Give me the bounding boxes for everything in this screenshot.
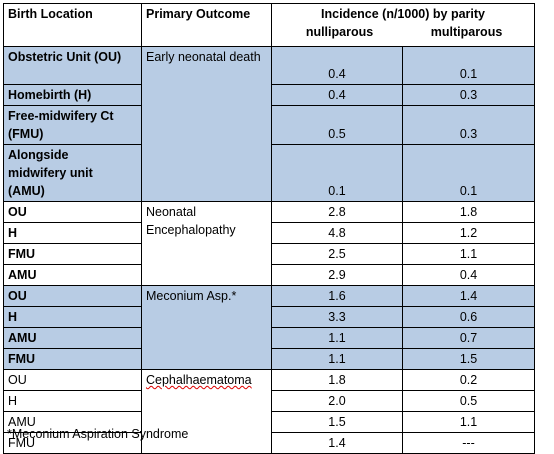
multiparous-cell: --- <box>401 432 536 454</box>
table-row: AMU 2.9 0.4 <box>3 264 536 286</box>
multiparous-cell: 0.6 <box>401 306 536 328</box>
location-text: Alongside midwifery unit (AMU) <box>8 148 93 198</box>
header-sub-label: multiparous <box>430 25 503 39</box>
location-text: Obstetric Unit (OU) <box>8 50 122 64</box>
multiparous-cell: 0.3 <box>401 84 536 106</box>
location-text: AMU <box>8 268 37 282</box>
table-row: OU Cephalhaematoma 1.8 0.2 <box>3 369 536 454</box>
location-cell: AMU <box>3 327 142 349</box>
location-cell: FMU <box>3 348 142 370</box>
location-text: FMU <box>8 247 36 261</box>
nulliparous-cell: 1.5 <box>271 411 403 433</box>
location-cell: AMU <box>3 264 142 286</box>
location-text: AMU <box>8 415 36 429</box>
location-text: OU <box>8 205 27 219</box>
table-row: FMU 1.1 1.5 <box>3 348 536 370</box>
outcome-cell: Neonatal Encephalopathy <box>141 201 272 286</box>
nulliparous-cell: 2.8 <box>271 201 403 223</box>
outcome-cell: Cephalhaematoma <box>141 369 272 454</box>
multiparous-cell: 1.1 <box>401 243 536 265</box>
location-cell: Free-midwifery Ct (FMU) <box>3 105 142 145</box>
nulliparous-cell: 4.8 <box>271 222 403 244</box>
location-text: Homebirth (H) <box>8 88 92 102</box>
multiparous-cell: 0.4 <box>401 264 536 286</box>
outcome-text: Early neonatal death <box>146 50 261 64</box>
location-cell: OU <box>3 201 142 223</box>
nulliparous-cell: 1.1 <box>271 348 403 370</box>
outcome-text: Meconium Asp.* <box>146 289 237 303</box>
multiparous-cell: 0.5 <box>401 390 536 412</box>
table-body: Obstetric Unit (OU) Early neonatal death 0… <box>3 46 536 454</box>
outcome-cell: Early neonatal death <box>141 46 272 202</box>
multiparous-cell: 1.4 <box>401 285 536 307</box>
multiparous-cell: 0.1 <box>401 46 536 85</box>
footnote: *Meconium Aspiration Syndrome <box>7 427 189 441</box>
location-cell: H <box>3 222 142 244</box>
multiparous-cell: 1.8 <box>401 201 536 223</box>
location-text: Free-midwifery Ct (FMU) <box>8 109 114 141</box>
multiparous-cell: 1.1 <box>401 411 536 433</box>
location-cell: Obstetric Unit (OU) <box>3 46 142 85</box>
table-row: AMU 1.5 1.1 <box>3 411 536 433</box>
outcome-text: Neonatal Encephalopathy <box>146 205 236 237</box>
table-row: OU Neonatal Encephalopathy 2.8 1.8 <box>3 201 536 286</box>
outcome-text: Cephalhaematoma <box>146 373 252 387</box>
location-text: AMU <box>8 331 37 345</box>
table-row: Alongside midwifery unit (AMU) 0.1 0.1 <box>3 144 536 202</box>
location-cell: Homebirth (H) <box>3 84 142 106</box>
location-cell: H <box>3 306 142 328</box>
location-cell: OU <box>3 285 142 307</box>
table-header: Birth Location Primary Outcome Incidence… <box>3 3 536 47</box>
nulliparous-cell: 1.1 <box>271 327 403 349</box>
table-row: Homebirth (H) 0.4 0.3 <box>3 84 536 106</box>
location-cell: FMU <box>3 243 142 265</box>
table-row: AMU 1.1 0.7 <box>3 327 536 349</box>
multiparous-cell: 1.5 <box>401 348 536 370</box>
nulliparous-cell: 0.1 <box>271 144 403 202</box>
location-text: H <box>8 394 18 408</box>
multiparous-cell: 0.3 <box>401 105 536 145</box>
header-cell: Primary Outcome <box>141 3 272 47</box>
header-cell: Incidence (n/1000) by parity nulliparous… <box>270 3 536 47</box>
header-title: Incidence (n/1000) by parity <box>321 7 485 21</box>
table-row: H 2.0 0.5 <box>3 390 536 412</box>
nulliparous-cell: 1.8 <box>271 369 403 391</box>
header-sub: nulliparous multiparous <box>276 23 530 41</box>
nulliparous-cell: 1.6 <box>271 285 403 307</box>
table-row: FMU 2.5 1.1 <box>3 243 536 265</box>
multiparous-cell: 1.2 <box>401 222 536 244</box>
location-cell: OU <box>3 369 142 391</box>
nulliparous-cell: 0.4 <box>271 84 403 106</box>
multiparous-cell: 0.2 <box>401 369 536 391</box>
nulliparous-cell: 0.5 <box>271 105 403 145</box>
nulliparous-cell: 2.0 <box>271 390 403 412</box>
location-text: OU <box>8 373 27 387</box>
table-row: Obstetric Unit (OU) Early neonatal death 0… <box>3 46 536 202</box>
location-text: FMU <box>8 352 36 366</box>
outcome-cell: Meconium Asp.* <box>141 285 272 370</box>
nulliparous-cell: 2.9 <box>271 264 403 286</box>
location-text: H <box>8 310 18 324</box>
nulliparous-cell: 3.3 <box>271 306 403 328</box>
location-cell: H <box>3 390 142 412</box>
data-table: Birth Location Primary Outcome Incidence… <box>3 3 536 454</box>
location-text: H <box>8 226 18 240</box>
header-row: Birth Location Primary Outcome Incidence… <box>3 3 536 47</box>
table-row: H 4.8 1.2 <box>3 222 536 244</box>
multiparous-cell: 0.1 <box>401 144 536 202</box>
nulliparous-cell: 0.4 <box>271 46 403 85</box>
multiparous-cell: 0.7 <box>401 327 536 349</box>
nulliparous-cell: 2.5 <box>271 243 403 265</box>
table-row: OU Meconium Asp.* 1.6 1.4 <box>3 285 536 370</box>
location-cell: AMU <box>3 411 142 433</box>
location-cell: Alongside midwifery unit (AMU) <box>3 144 142 202</box>
location-text: OU <box>8 289 27 303</box>
header-sub-label: nulliparous <box>305 25 374 39</box>
nulliparous-cell: 1.4 <box>271 432 403 454</box>
header-cell: Birth Location <box>3 3 142 47</box>
